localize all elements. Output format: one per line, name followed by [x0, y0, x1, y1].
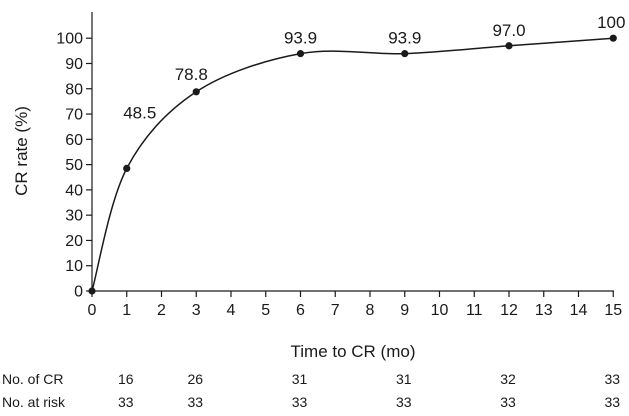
data-point — [609, 34, 617, 42]
data-label: 93.9 — [284, 29, 317, 48]
data-point — [296, 50, 305, 58]
risk-value: 32 — [500, 371, 516, 387]
x-tick-label: 4 — [227, 302, 236, 319]
risk-value: 33 — [500, 394, 516, 410]
x-ticks: 0 1 2 3 4 5 6 7 8 9 10 11 12 13 14 15 — [88, 291, 622, 319]
y-tick-label: 0 — [74, 284, 83, 301]
y-tick-label: 50 — [65, 157, 83, 174]
y-tick-label: 20 — [65, 233, 83, 250]
risk-table: No. of CR 16 26 31 31 32 33 No. at risk 33 33 33 33… — [2, 371, 620, 410]
x-tick-label: 15 — [604, 302, 622, 319]
y-tick-label: 30 — [65, 208, 83, 225]
risk-value: 31 — [292, 371, 308, 387]
data-label: 100 — [597, 13, 625, 32]
x-tick-label: 12 — [500, 302, 518, 319]
risk-value: 33 — [604, 394, 620, 410]
x-tick-label: 13 — [535, 302, 553, 319]
risk-value: 33 — [118, 394, 134, 410]
x-tick-label: 6 — [296, 302, 305, 319]
y-tick-label: 100 — [56, 31, 83, 48]
data-point — [401, 50, 409, 58]
x-tick-label: 5 — [261, 302, 270, 319]
risk-row-label: No. at risk — [2, 394, 66, 410]
x-tick-label: 9 — [400, 302, 409, 319]
y-tick-label: 90 — [65, 56, 83, 73]
x-tick-label: 11 — [466, 302, 483, 319]
data-point — [505, 42, 513, 50]
data-label: 48.5 — [123, 103, 156, 122]
data-point — [192, 88, 200, 96]
x-tick-label: 1 — [122, 302, 131, 319]
data-labels: 48.5 78.8 93.9 93.9 97.0 100 — [123, 13, 625, 122]
y-tick-label: 80 — [65, 81, 83, 98]
data-label: 97.0 — [492, 21, 525, 40]
x-tick-label: 14 — [570, 302, 588, 319]
data-point — [88, 287, 96, 295]
axes — [91, 12, 614, 292]
y-tick-label: 40 — [65, 182, 83, 199]
data-points — [88, 34, 617, 295]
data-label: 93.9 — [388, 29, 421, 48]
x-axis-title: Time to CR (mo) — [291, 342, 416, 361]
risk-value: 31 — [396, 371, 412, 387]
risk-value: 33 — [396, 394, 412, 410]
data-label: 78.8 — [175, 65, 208, 84]
x-tick-label: 7 — [331, 302, 340, 319]
x-tick-label: 8 — [366, 302, 375, 319]
x-tick-label: 2 — [157, 302, 166, 319]
risk-value: 33 — [292, 394, 308, 410]
y-axis-title: CR rate (%) — [12, 106, 31, 196]
risk-value: 26 — [187, 371, 203, 387]
x-tick-label: 0 — [88, 302, 97, 319]
y-tick-label: 70 — [65, 107, 83, 124]
risk-value: 16 — [118, 371, 134, 387]
risk-row-label: No. of CR — [2, 371, 63, 387]
risk-value: 33 — [604, 371, 620, 387]
risk-value: 33 — [187, 394, 203, 410]
y-ticks: 0 10 20 30 40 50 60 70 80 90 100 — [56, 31, 92, 301]
x-tick-label: 10 — [431, 302, 449, 319]
data-point — [123, 164, 131, 172]
x-tick-label: 3 — [192, 302, 201, 319]
cr-rate-curve — [91, 37, 614, 292]
y-tick-label: 10 — [65, 258, 83, 275]
y-tick-label: 60 — [65, 132, 83, 149]
